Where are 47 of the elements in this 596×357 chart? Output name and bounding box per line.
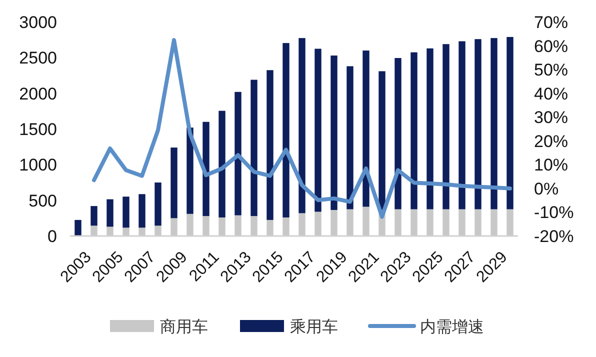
bar — [298, 38, 306, 214]
y-tick-label: 2500 — [19, 48, 57, 68]
bar — [122, 196, 130, 228]
bar — [90, 206, 98, 226]
y-tick-label: 0 — [48, 227, 57, 246]
bar — [314, 48, 322, 212]
bar — [394, 58, 402, 210]
bar — [218, 110, 226, 218]
y2-tick-label: -20% — [534, 227, 574, 246]
legend-label: 乘用车 — [290, 318, 338, 336]
y2-tick-label: -10% — [534, 203, 574, 222]
legend-label: 内需增速 — [420, 318, 484, 336]
y-tick-label: 500 — [28, 191, 57, 210]
bar — [490, 38, 498, 210]
bar — [202, 122, 210, 216]
bar — [106, 199, 114, 227]
bar — [138, 194, 146, 228]
bar — [74, 220, 82, 236]
bar — [266, 70, 274, 220]
y2-tick-label: 50% — [534, 60, 568, 80]
bar — [426, 48, 434, 210]
y2-tick-label: 70% — [534, 13, 568, 32]
bar — [378, 71, 386, 210]
bar — [474, 39, 482, 210]
y-tick-label: 1500 — [19, 120, 57, 139]
bar — [442, 44, 450, 210]
bar — [234, 92, 242, 216]
y-tick-label: 3000 — [19, 13, 57, 32]
y2-tick-label: 10% — [534, 156, 568, 175]
y-tick-label: 2000 — [19, 84, 57, 104]
bar — [330, 56, 338, 210]
legend-label: 商用车 — [160, 318, 208, 336]
y2-tick-label: 30% — [534, 108, 568, 128]
bar — [250, 80, 258, 216]
bar — [410, 52, 418, 210]
bar — [170, 148, 178, 218]
bar — [458, 41, 466, 210]
bar — [506, 36, 514, 210]
bar — [362, 50, 370, 207]
bar — [282, 43, 290, 218]
bar — [154, 182, 162, 226]
bar — [346, 66, 354, 210]
y2-tick-label: 0% — [534, 179, 559, 198]
y-tick-label: 1000 — [19, 156, 57, 175]
y2-tick-label: 40% — [534, 84, 568, 104]
y2-tick-label: 60% — [534, 36, 568, 56]
y2-tick-label: 20% — [534, 132, 568, 151]
